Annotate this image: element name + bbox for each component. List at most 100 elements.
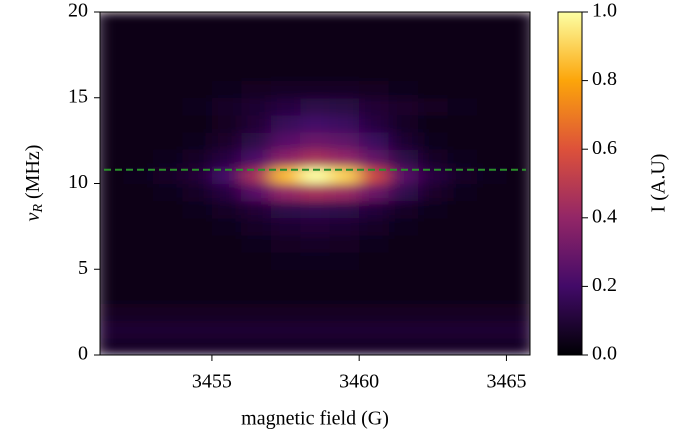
heat-cell [476, 114, 507, 133]
heat-cell [182, 234, 213, 253]
heat-cell [359, 252, 390, 270]
heat-cell [329, 166, 360, 184]
heat-cell [359, 337, 390, 355]
heat-cell [388, 132, 419, 150]
heat-cell [211, 97, 242, 116]
heat-cell [100, 12, 125, 30]
heat-cell [211, 337, 242, 355]
heat-cell [123, 200, 154, 219]
heat-cell [182, 97, 213, 116]
heat-cell [153, 166, 183, 184]
heat-cell [300, 149, 331, 167]
heat-cell [153, 114, 183, 133]
heat-cell [182, 29, 213, 47]
heat-cell [359, 80, 390, 99]
heat-cell [153, 320, 183, 339]
heat-cell [211, 183, 242, 202]
heat-cell [418, 132, 449, 150]
heat-cell [241, 217, 272, 236]
heat-cell [123, 97, 154, 116]
heat-cell [418, 286, 449, 305]
heat-cell [300, 132, 331, 150]
heat-cell [123, 269, 154, 287]
heat-cell [123, 29, 154, 47]
heat-cell [153, 63, 183, 82]
heat-cell [153, 29, 183, 47]
x-tick-label: 3460 [339, 371, 379, 393]
heat-cell [418, 200, 449, 219]
heat-cell [418, 234, 449, 253]
heat-cell [123, 46, 154, 64]
heat-cell [329, 149, 360, 167]
heat-cell [270, 337, 301, 355]
heat-cell [329, 46, 360, 64]
heat-cell [418, 12, 449, 30]
heat-cell [182, 303, 213, 322]
heat-cell [100, 149, 125, 167]
heat-cell [241, 183, 272, 202]
heat-cell [476, 269, 507, 287]
heat-cell [329, 132, 360, 150]
heat-cell [388, 12, 419, 30]
heat-cell [388, 303, 419, 322]
heat-cell [300, 29, 331, 47]
heat-cell [182, 46, 213, 64]
heat-cell [476, 217, 507, 236]
heat-cell [153, 234, 183, 253]
heat-cell [476, 200, 507, 219]
heat-cell [388, 149, 419, 167]
heat-cell [476, 286, 507, 305]
heat-cell [123, 132, 154, 150]
heat-cell [100, 252, 125, 270]
heat-cell [359, 234, 390, 253]
heat-cell [476, 132, 507, 150]
heat-cell [418, 46, 449, 64]
heat-cell [182, 132, 213, 150]
heat-cell [241, 149, 272, 167]
heat-cell [388, 320, 419, 339]
heat-cell [241, 29, 272, 47]
heat-cell [123, 183, 154, 202]
heat-cell [100, 217, 125, 236]
x-tick-label: 3455 [192, 371, 232, 393]
heat-cell [359, 132, 390, 150]
heat-cell [100, 320, 125, 339]
heat-cell [270, 252, 301, 270]
heat-cell [476, 97, 507, 116]
heat-cell [182, 183, 213, 202]
heat-cell [388, 337, 419, 355]
heat-cell [241, 200, 272, 219]
heat-cell [476, 46, 507, 64]
heat-cell [270, 149, 301, 167]
heat-cell [388, 183, 419, 202]
colorbar-tick-label: 0.8 [592, 68, 617, 90]
heat-cell [418, 149, 449, 167]
y-tick-label: 15 [68, 85, 88, 107]
heat-cell [300, 12, 331, 30]
heat-cell [476, 80, 507, 99]
heat-cell [447, 200, 478, 219]
heat-cell [100, 337, 125, 355]
heat-cell [153, 252, 183, 270]
heat-cell [270, 200, 301, 219]
heat-cell [270, 132, 301, 150]
heat-cell [329, 63, 360, 82]
heat-cell [300, 320, 331, 339]
heat-cell [447, 97, 478, 116]
heat-cell [182, 80, 213, 99]
heat-cell [153, 12, 183, 30]
heat-cell [123, 303, 154, 322]
heat-cell [153, 80, 183, 99]
heat-cell [359, 286, 390, 305]
heat-cell [153, 269, 183, 287]
heat-cell [100, 200, 125, 219]
heat-cell [241, 269, 272, 287]
heat-cell [329, 12, 360, 30]
heat-cell [211, 269, 242, 287]
heat-cell [100, 29, 125, 47]
heat-cell [388, 97, 419, 116]
heat-cell [300, 114, 331, 133]
heat-cell [123, 337, 154, 355]
heat-cell [211, 200, 242, 219]
heat-cell [418, 97, 449, 116]
